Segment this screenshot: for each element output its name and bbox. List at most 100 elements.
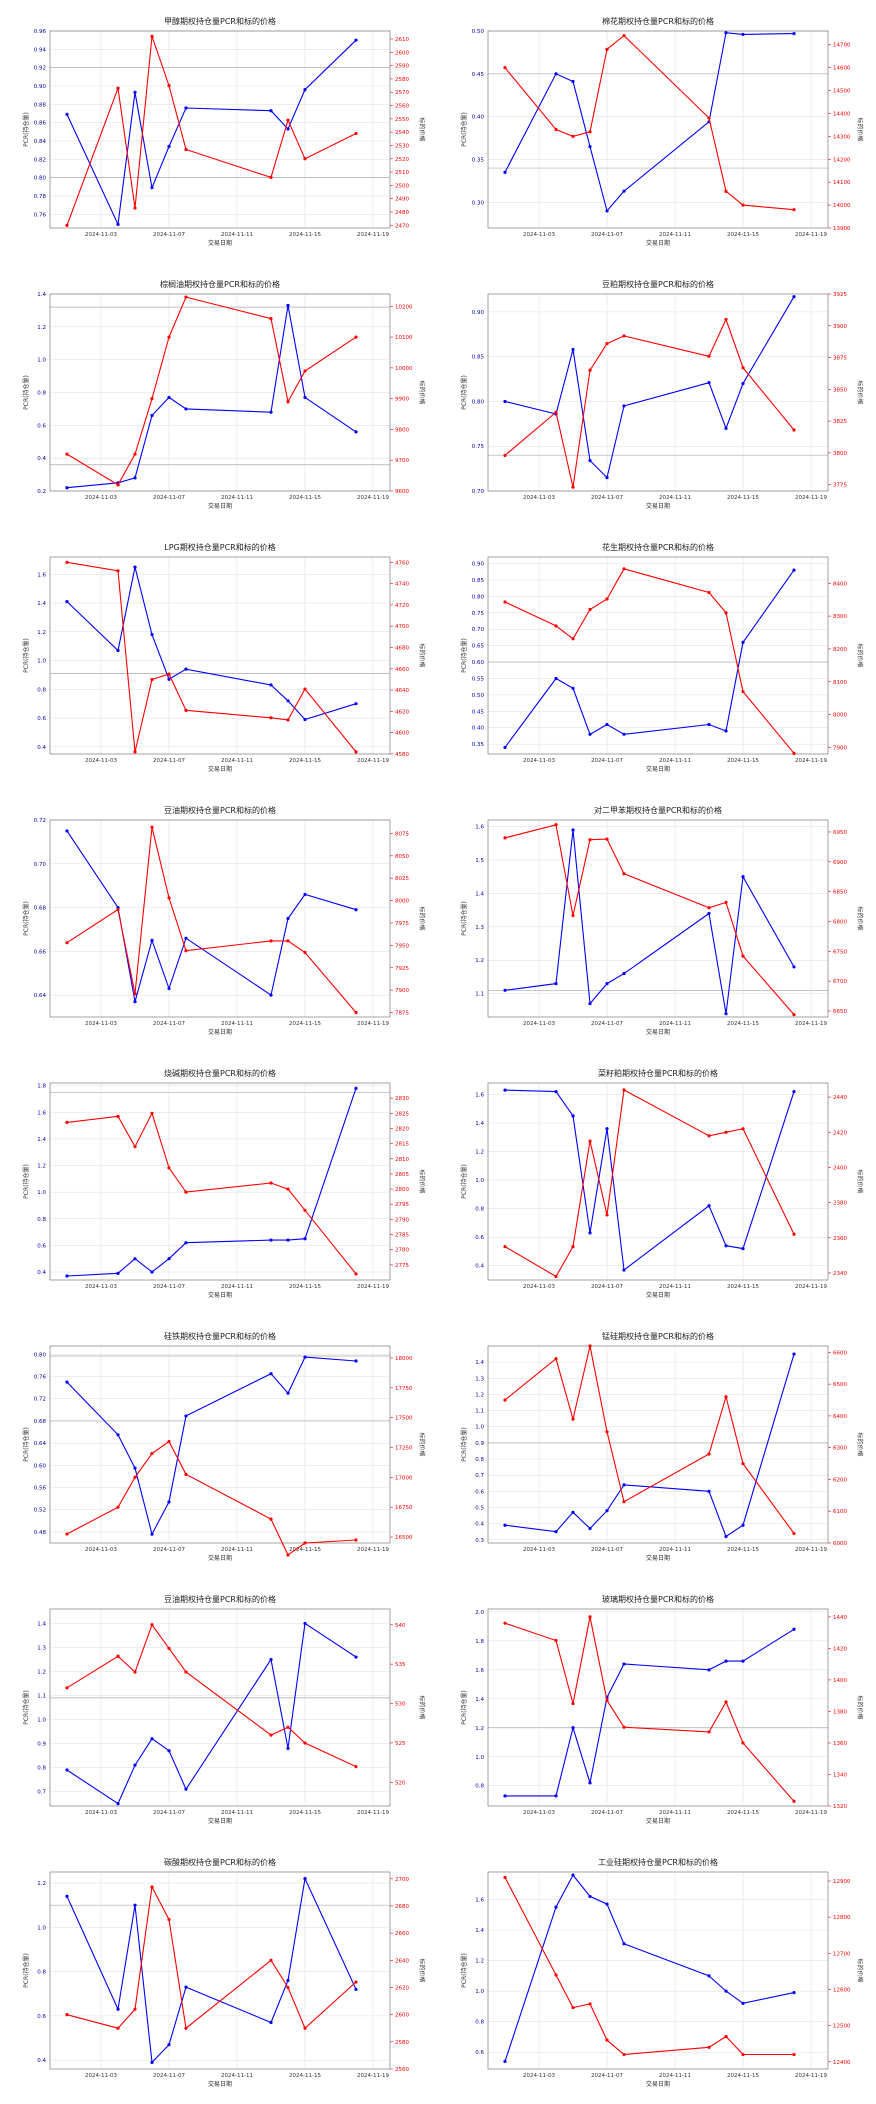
left-tick-label: 0.5 bbox=[475, 1505, 484, 1511]
left-tick-label: 0.80 bbox=[34, 1352, 47, 1358]
chart-title: 对二甲苯期权持仓量PCR和标的价格 bbox=[594, 805, 722, 815]
chart-title: LPG期权持仓量PCR和标的价格 bbox=[164, 542, 275, 552]
left-tick-label: 1.0 bbox=[475, 1425, 484, 1431]
left-series-point bbox=[116, 2007, 120, 2011]
x-tick-label: 2024-11-03 bbox=[85, 232, 117, 238]
left-tick-label: 0.40 bbox=[472, 726, 485, 732]
left-series-point bbox=[707, 911, 711, 916]
right-series-point bbox=[184, 295, 188, 299]
x-tick-label: 2024-11-11 bbox=[659, 495, 691, 501]
left-series-point bbox=[167, 1500, 171, 1504]
left-series-line bbox=[66, 1876, 357, 2064]
x-tick-label: 2024-11-03 bbox=[523, 1284, 555, 1290]
chart-svg: 2024-11-03 2024-11-07 2024-11-11 2024-11-15… bbox=[460, 279, 864, 510]
right-tick-label: 2510 bbox=[395, 170, 409, 176]
right-series-point bbox=[571, 2005, 575, 2010]
right-series-point bbox=[167, 83, 171, 88]
left-series-point bbox=[622, 1268, 626, 1272]
left-tick-label: 0.6 bbox=[475, 1235, 484, 1241]
right-tick-label: 1380 bbox=[833, 1709, 847, 1715]
left-axis-label: PCR(持仓量) bbox=[22, 375, 30, 410]
right-series-point bbox=[65, 452, 69, 456]
left-tick-label: 1.2 bbox=[475, 1959, 484, 1965]
right-series-point bbox=[588, 368, 592, 372]
chart-title: 碳酸期权持仓量PCR和标的价格 bbox=[164, 1857, 276, 1867]
right-series-point bbox=[724, 611, 728, 615]
left-series-point bbox=[184, 106, 188, 110]
right-tick-label: 3825 bbox=[833, 419, 847, 425]
plot-frame bbox=[49, 1082, 391, 1281]
right-tick-label: 4600 bbox=[395, 731, 409, 737]
right-series-point bbox=[605, 47, 609, 51]
left-series-point bbox=[724, 1534, 728, 1539]
right-tick-label: 3875 bbox=[833, 356, 847, 362]
right-axis-label: 标的价格 bbox=[856, 1432, 864, 1456]
left-tick-label: 1.0 bbox=[37, 358, 46, 364]
left-tick-label: 0.72 bbox=[34, 818, 46, 824]
left-tick-label: 0.68 bbox=[34, 906, 47, 912]
left-series-point bbox=[741, 1523, 745, 1527]
left-tick-label: 0.4 bbox=[37, 2058, 46, 2064]
chart-svg: 2024-11-03 2024-11-07 2024-11-11 2024-11-15… bbox=[22, 16, 426, 247]
right-series-point bbox=[286, 718, 290, 722]
left-series-point bbox=[286, 303, 290, 308]
left-series-point bbox=[622, 404, 626, 408]
right-tick-label: 8000 bbox=[833, 713, 847, 719]
left-series-point bbox=[65, 599, 69, 604]
left-series-line bbox=[504, 1353, 795, 1538]
chart-panel: 2024-11-03 2024-11-07 2024-11-11 2024-11-15… bbox=[438, 1578, 876, 1841]
left-tick-label: 1.0 bbox=[37, 1718, 46, 1724]
left-tick-label: 0.64 bbox=[34, 993, 47, 999]
right-axis-label: 标的价格 bbox=[418, 1695, 426, 1719]
right-series-point bbox=[116, 483, 120, 487]
right-series-point bbox=[286, 118, 290, 122]
right-series-point bbox=[503, 1621, 507, 1625]
right-tick-label: 2580 bbox=[395, 77, 409, 83]
left-series-point bbox=[503, 1088, 507, 1092]
x-tick-label: 2024-11-07 bbox=[153, 495, 185, 501]
right-series-line bbox=[66, 1885, 357, 2030]
right-series-point bbox=[588, 1139, 592, 1143]
right-series-point bbox=[554, 823, 558, 827]
left-series-point bbox=[269, 683, 273, 687]
left-tick-label: 0.2 bbox=[37, 489, 46, 495]
right-axis-label: 标的价格 bbox=[856, 1169, 864, 1193]
right-series-point bbox=[724, 1395, 728, 1399]
right-series-point bbox=[303, 2026, 307, 2030]
left-tick-label: 0.94 bbox=[34, 47, 47, 53]
left-tick-label: 0.85 bbox=[472, 578, 485, 584]
left-series-line bbox=[66, 1356, 357, 1536]
left-axis-label: PCR(持仓量) bbox=[460, 1164, 468, 1199]
x-tick-label: 2024-11-07 bbox=[591, 1547, 623, 1553]
left-tick-label: 1.4 bbox=[37, 1137, 46, 1143]
left-tick-label: 1.2 bbox=[475, 958, 484, 964]
chart-svg: 2024-11-03 2024-11-07 2024-11-11 2024-11-15… bbox=[22, 1331, 426, 1562]
right-tick-label: 10200 bbox=[395, 304, 413, 310]
right-series-point bbox=[167, 335, 171, 339]
left-series-point bbox=[354, 430, 358, 434]
right-series-point bbox=[605, 597, 609, 601]
right-series-point bbox=[792, 1013, 796, 1017]
right-series-point bbox=[269, 716, 273, 720]
left-series-point bbox=[622, 1662, 626, 1666]
left-series-point bbox=[792, 295, 796, 299]
chart-title: 锰硅期权持仓量PCR和标的价格 bbox=[602, 1331, 714, 1341]
right-tick-label: 9900 bbox=[395, 397, 409, 403]
left-tick-label: 0.35 bbox=[472, 157, 485, 163]
right-series-point bbox=[269, 1733, 273, 1737]
right-tick-label: 6750 bbox=[833, 949, 847, 955]
x-tick-label: 2024-11-07 bbox=[591, 232, 623, 238]
plot-frame bbox=[487, 1082, 829, 1281]
chart-svg: 2024-11-03 2024-11-07 2024-11-11 2024-11-15… bbox=[22, 805, 426, 1036]
x-tick-label: 2024-11-19 bbox=[795, 232, 827, 238]
left-tick-label: 1.5 bbox=[475, 858, 484, 864]
right-tick-label: 2590 bbox=[395, 64, 409, 70]
right-tick-label: 14100 bbox=[833, 180, 851, 186]
x-tick-label: 2024-11-07 bbox=[591, 1021, 623, 1027]
right-tick-label: 7925 bbox=[395, 966, 409, 972]
right-tick-label: 2520 bbox=[395, 157, 409, 163]
left-series-point bbox=[116, 1271, 120, 1275]
left-tick-label: 0.4 bbox=[37, 456, 46, 462]
right-series-point bbox=[133, 992, 137, 996]
right-tick-label: 9600 bbox=[395, 489, 409, 495]
